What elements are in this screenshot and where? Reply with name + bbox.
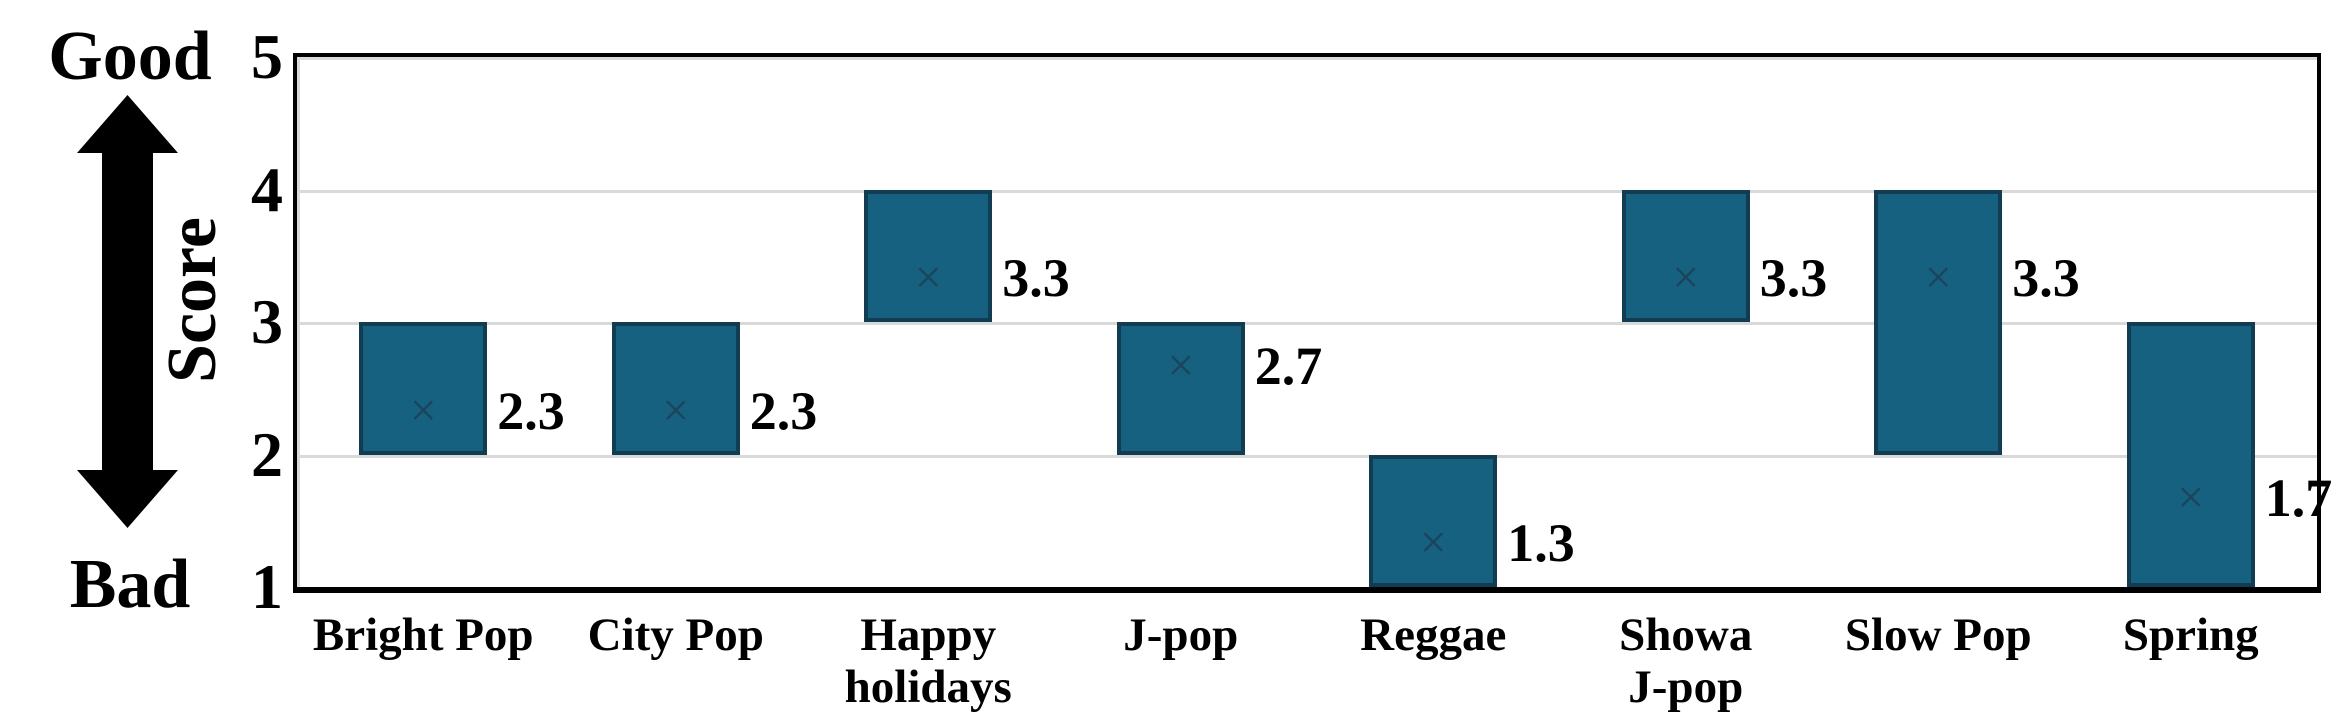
- x-label-bright-pop: Bright Pop: [312, 609, 534, 661]
- x-label-happy-holidays: Happy holidays: [844, 609, 1012, 713]
- x-label-showa-j-pop: Showa J-pop: [1619, 609, 1753, 713]
- bar-showa-j-pop: [1621, 189, 1750, 322]
- bar-slow-pop: [1874, 189, 2003, 455]
- bar-spring: [2126, 322, 2255, 587]
- mean-marker-icon: ×: [2177, 471, 2205, 525]
- mean-marker-icon: ×: [1167, 338, 1195, 392]
- y-tick-label-5: 5: [251, 21, 283, 92]
- value-label-bright-pop: 2.3: [497, 380, 565, 441]
- gridline-y-3: [297, 322, 2317, 325]
- x-label-reggae: Reggae: [1360, 609, 1507, 661]
- mean-marker-icon: ×: [1672, 251, 1700, 305]
- x-label-spring: Spring: [2122, 609, 2259, 661]
- bar-reggae: [1369, 454, 1498, 587]
- mean-marker-icon: ×: [662, 383, 690, 437]
- bar-city-pop: [611, 322, 740, 455]
- value-label-reggae: 1.3: [1507, 513, 1575, 574]
- value-label-happy-holidays: 3.3: [1002, 248, 1070, 309]
- y-tick-label-4: 4: [251, 153, 283, 225]
- bar-happy-holidays: [864, 189, 993, 322]
- y-tick-label-1: 1: [251, 551, 283, 622]
- mean-marker-icon: ×: [409, 383, 437, 437]
- gridline-left-edge: [297, 57, 300, 587]
- value-label-spring: 1.7: [2264, 468, 2333, 529]
- good-bad-double-arrow-icon: [77, 95, 178, 528]
- mean-marker-icon: ×: [914, 251, 942, 305]
- plot-area: × 2.3 × 2.3 × 3.3 × 2.7 × 1.3 × 3.3 × 3.3 × 1.7: [293, 53, 2332, 593]
- good-axis-annotation: Good: [48, 18, 212, 95]
- gridline-y-4: [297, 189, 2317, 193]
- bar-j-pop: [1116, 322, 1245, 455]
- gridline-y-2: [297, 454, 2317, 458]
- x-label-city-pop: City Pop: [587, 609, 764, 661]
- y-tick-label-2: 2: [251, 418, 283, 490]
- mean-marker-icon: ×: [1419, 516, 1447, 570]
- x-label-j-pop: J-pop: [1123, 609, 1239, 661]
- value-label-j-pop: 2.7: [1254, 335, 1323, 396]
- gridline-y-5: [297, 57, 2317, 60]
- value-label-showa-j-pop: 3.3: [1759, 248, 1828, 309]
- value-label-slow-pop: 3.3: [2012, 248, 2080, 309]
- mean-marker-icon: ×: [1924, 251, 1952, 305]
- bar-bright-pop: [359, 322, 488, 455]
- y-tick-label-3: 3: [251, 286, 283, 357]
- x-label-slow-pop: Slow Pop: [1844, 609, 2032, 661]
- value-label-city-pop: 2.3: [749, 380, 818, 441]
- bad-axis-annotation: Bad: [69, 546, 191, 623]
